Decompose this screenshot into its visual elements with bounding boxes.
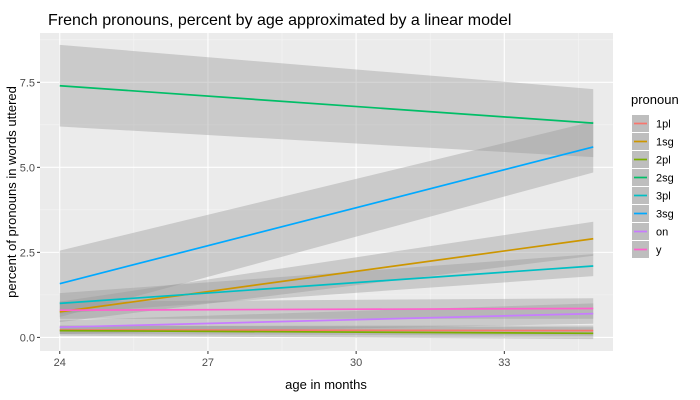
y-tick-label: 2.5 (20, 247, 35, 259)
legend-label-2pl: 2pl (656, 155, 671, 167)
chart-title: French pronouns, percent by age approxim… (48, 12, 511, 29)
legend: pronoun 1pl 1sg 2pl 2sg 3pl 3sg on y (631, 92, 679, 258)
x-axis-ticks: 24 27 30 33 (54, 351, 510, 369)
series-line-1sg (59, 237, 594, 313)
legend-label-3sg: 3sg (656, 209, 674, 221)
x-axis-title: age in months (285, 377, 367, 392)
legend-item-3pl: 3pl (632, 187, 671, 204)
legend-item-3sg: 3sg (632, 205, 674, 222)
series-line-2pl (59, 329, 594, 335)
legend-item-y: y (632, 241, 662, 258)
confidence-band-3sg (59, 121, 594, 317)
x-tick-label: 30 (350, 357, 362, 369)
y-axis-ticks: 0.0 2.5 5.0 7.5 (20, 77, 40, 344)
series-line-y (59, 307, 594, 312)
series-line-2sg (59, 84, 594, 124)
series-line-1pl (59, 329, 594, 332)
legend-item-1sg: 1sg (632, 133, 674, 150)
y-tick-label: 7.5 (20, 77, 35, 89)
legend-label-on: on (656, 227, 668, 239)
legend-label-1sg: 1sg (656, 137, 674, 149)
legend-label-1pl: 1pl (656, 119, 671, 131)
major-gridlines (40, 33, 613, 351)
x-tick-label: 27 (202, 357, 214, 369)
minor-gridlines (40, 33, 613, 351)
legend-item-2sg: 2sg (632, 169, 674, 186)
y-tick-label: 0.0 (20, 332, 35, 344)
legend-item-on: on (632, 223, 668, 240)
legend-items: 1pl 1sg 2pl 2sg 3pl 3sg on y (632, 115, 674, 258)
confidence-band-on (59, 303, 594, 334)
legend-item-1pl: 1pl (632, 115, 671, 132)
legend-label-3pl: 3pl (656, 191, 671, 203)
x-tick-label: 33 (498, 357, 510, 369)
series-lines (59, 84, 594, 335)
series-line-3sg (59, 146, 594, 285)
legend-label-2sg: 2sg (656, 173, 674, 185)
legend-item-2pl: 2pl (632, 151, 671, 168)
confidence-band-1sg (59, 221, 594, 323)
y-axis-title: percent of pronouns in words uttered (4, 86, 19, 298)
x-tick-label: 24 (54, 357, 66, 369)
confidence-band-2sg (59, 44, 594, 158)
series-line-3pl (59, 265, 594, 305)
series-line-on (59, 312, 594, 329)
y-tick-label: 5.0 (20, 162, 35, 174)
legend-title: pronoun (631, 92, 679, 107)
legend-label-y: y (656, 245, 662, 257)
confidence-band-y (59, 298, 594, 319)
